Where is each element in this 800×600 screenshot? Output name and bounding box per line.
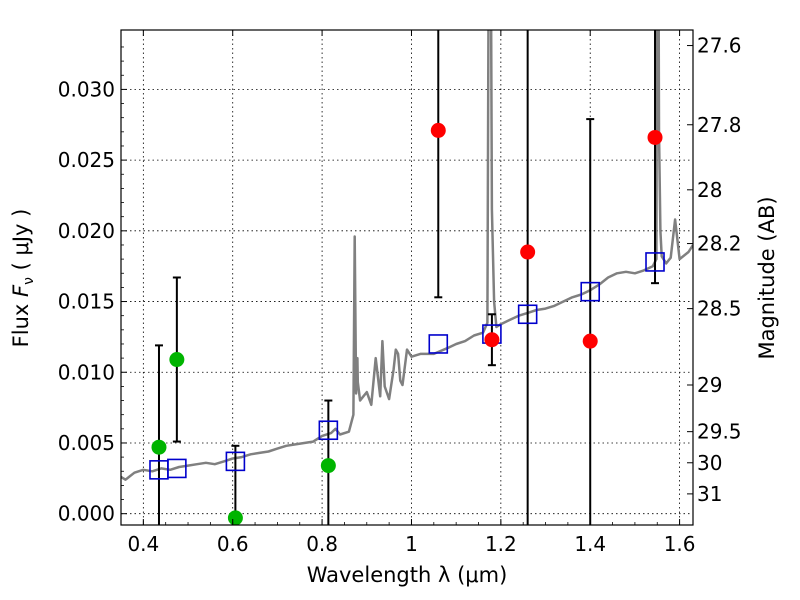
y-tick-label: 0.030 — [58, 77, 115, 101]
plot-background — [121, 30, 693, 525]
y-tick-label: 0.015 — [58, 290, 115, 314]
sed-spectrum-line — [121, 30, 693, 481]
model-band-square — [517, 304, 538, 325]
model-band-square — [428, 334, 449, 354]
nir-point — [430, 122, 446, 138]
nir-point — [582, 333, 598, 349]
x-tick-label: 0.4 — [127, 532, 159, 556]
nir-point — [647, 129, 663, 145]
y2-tick-label: 30 — [697, 451, 722, 475]
y2-tick-label: 28.2 — [697, 232, 742, 256]
model-band-square — [580, 281, 601, 302]
y-tick-label: 0.010 — [58, 360, 115, 384]
y2-tick-label: 27.6 — [697, 34, 742, 58]
x-axis-title: Wavelength λ (μm) — [307, 563, 508, 587]
ticks: 0.4 0.6 0.8 1 1.2 1.4 1.6 0.000 0.005 0.010 0.015 0… — [58, 30, 742, 556]
x-tick-label: 0.6 — [217, 532, 249, 556]
x-tick-label: 1 — [405, 532, 418, 556]
model-band-square — [318, 420, 339, 441]
y-axis-title: Flux Fν ( μJy ) — [9, 209, 37, 348]
x-tick-label: 1.6 — [664, 532, 696, 556]
optical-point — [169, 352, 185, 368]
optical-point — [320, 458, 336, 474]
y-tick-label: 0.005 — [58, 431, 115, 455]
y-tick-label: 0.025 — [58, 148, 115, 172]
y-tick-label: 0.000 — [58, 502, 115, 526]
nir-point — [484, 332, 500, 348]
y2-tick-label: 27.8 — [697, 113, 742, 137]
y2-axis-title: Magnitude (AB) — [755, 196, 779, 359]
optical-point — [227, 510, 243, 525]
model-band-square — [225, 451, 246, 472]
x-tick-label: 1.2 — [485, 532, 517, 556]
y2-tick-label: 28.5 — [697, 297, 742, 321]
y-tick-label: 0.020 — [58, 219, 115, 243]
optical-point — [151, 439, 167, 455]
nir-point — [520, 244, 536, 260]
data-layer — [121, 30, 693, 525]
y2-tick-label: 29.5 — [697, 420, 742, 444]
y2-tick-label: 31 — [697, 482, 722, 506]
plot-frame — [120, 29, 694, 526]
y2-tick-label: 28 — [697, 178, 722, 202]
x-tick-label: 1.4 — [574, 532, 606, 556]
x-tick-label: 0.8 — [306, 532, 338, 556]
model-band-square — [645, 252, 665, 272]
y2-tick-label: 29 — [697, 373, 722, 397]
model-band-square — [167, 458, 187, 479]
grid — [121, 30, 693, 525]
